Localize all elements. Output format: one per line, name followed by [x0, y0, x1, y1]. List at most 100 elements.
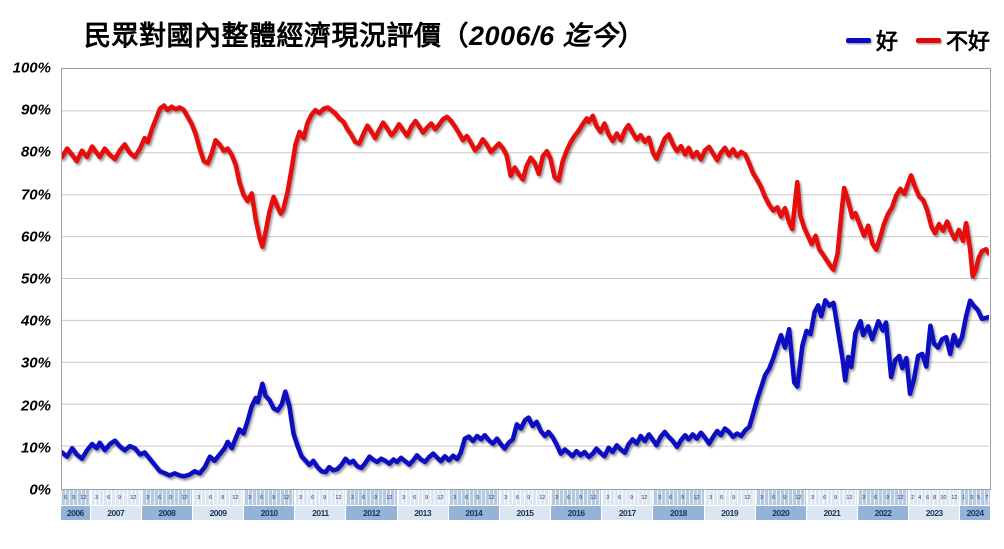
month-tick-label: 6 [413, 494, 417, 501]
month-tick-band: 3 6 9 12 [448, 490, 500, 505]
month-tick-band: 3 6 9 12 [806, 490, 858, 505]
month-tick-label: 9 [681, 494, 685, 501]
month-tick-label: 6 [515, 494, 519, 501]
month-tick-band: 3 6 9 12 [244, 490, 296, 505]
month-tick-label: 3 [350, 494, 354, 501]
month-tick-label: 9 [271, 494, 275, 501]
month-tick-label: 3 [657, 494, 661, 501]
y-tick-label: 20% [20, 397, 51, 415]
year-label: 2012 [363, 508, 380, 518]
month-tick-label: 6 [618, 494, 622, 501]
year-band: 2010 [244, 506, 296, 520]
month-tick-label: 12 [590, 494, 597, 501]
month-tick-label: 9 [629, 494, 633, 501]
month-tick-label: 3 [606, 494, 610, 501]
month-tick-band: 3 6 9 12 [397, 490, 449, 505]
month-tick-label: 6 [63, 494, 67, 501]
year-band: 2020 [755, 506, 807, 520]
month-tick-label: 9 [476, 494, 480, 501]
good-series-line [62, 298, 989, 479]
month-tick-label: 9 [322, 494, 327, 501]
year-label: 2019 [721, 508, 739, 518]
month-tick-label: 3 [94, 494, 99, 501]
month-tick-label: 3 [969, 494, 973, 501]
y-tick-label: 50% [20, 270, 51, 288]
month-tick-label: 6 [720, 494, 724, 501]
month-tick-label: 6 [669, 494, 673, 501]
y-tick-label: 40% [20, 312, 51, 330]
chart-title-close: ） [617, 21, 646, 51]
month-tick-label: 9 [885, 494, 889, 501]
y-axis: 100% 90% 80% 70% 60% 50% 40% 30% 20% 10% 0% [0, 60, 57, 499]
year-band: 2019 [704, 506, 756, 520]
month-tick-label: 9 [220, 494, 224, 501]
year-label: 2018 [669, 508, 687, 518]
month-tick-label: 12 [539, 494, 546, 501]
month-tick-band: 3 6 9 12 [499, 490, 552, 505]
month-tick-label: 9 [374, 494, 378, 501]
y-tick-label: 60% [20, 228, 51, 246]
month-tick-label: 6 [311, 494, 315, 501]
year-band: 2018 [653, 506, 705, 520]
year-label: 2020 [772, 508, 790, 518]
legend-label-good: 好 [875, 29, 898, 54]
month-tick-band: 3 6 9 12 [295, 490, 347, 505]
month-tick-label: 3 [760, 494, 764, 501]
month-tick-label: 12 [437, 494, 444, 501]
month-tick-label: 12 [846, 494, 853, 501]
y-tick-label: 90% [20, 101, 51, 119]
y-tick-label: 10% [20, 439, 51, 457]
month-tick-band: 3 6 9 12 [346, 490, 398, 505]
month-tick-label: 9 [732, 494, 736, 501]
year-label: 2015 [516, 508, 534, 518]
month-tick-label: 12 [795, 494, 802, 501]
legend-label-bad: 不好 [945, 29, 990, 54]
month-tick-label: 12 [897, 494, 904, 501]
month-tick-label: 10 [940, 494, 947, 501]
year-band: 2009 [192, 506, 245, 520]
month-tick-label: 4 [918, 494, 922, 501]
year-band: 2017 [602, 506, 654, 520]
month-tick-band: 3 6 9 12 [704, 490, 756, 505]
month-tick-label: 3 [862, 494, 866, 501]
month-tick-label: 3 [504, 494, 508, 501]
year-label: 2021 [823, 508, 841, 518]
year-band: 2012 [346, 506, 398, 520]
month-tick-label: 2 [911, 494, 915, 501]
month-tick-label: 12 [386, 494, 393, 501]
month-tick-label: 6 [771, 494, 775, 501]
chart-title-text: 民眾對國內整體經濟現況評價（ [84, 21, 469, 51]
month-tick-label: 6 [157, 494, 161, 501]
year-band: 2024 [960, 506, 991, 520]
year-label: 2022 [874, 508, 892, 518]
month-tick-label: 6 [208, 494, 213, 501]
year-band: 2013 [397, 506, 449, 520]
year-band: 2011 [295, 506, 347, 520]
month-tick-label: 9 [118, 494, 122, 501]
month-tick-band: 3 6 9 12 [192, 490, 245, 505]
month-tick-band: 3 6 9 12 [90, 490, 142, 505]
y-tick-label: 100% [12, 59, 51, 77]
year-label: 2024 [966, 508, 984, 518]
month-tick-label: 9 [169, 494, 173, 501]
year-band: 2016 [551, 506, 603, 520]
month-tick-label: 12 [130, 494, 137, 501]
month-tick-band: 2 4 6 8 10 12 [909, 490, 961, 505]
month-tick-label: 7 [984, 494, 988, 501]
x-axis: 6 9 12 3 6 9 12 3 6 9 12 3 6 9 12 3 6 9 12 3 6 9 12 3 6 9 12 3 6 9 12 3… [61, 490, 991, 520]
month-tick-label: 3 [146, 494, 150, 501]
month-tick-band: 3 6 9 12 [551, 490, 603, 505]
legend: 好 不好 [845, 24, 990, 56]
year-label: 2007 [107, 508, 125, 518]
bad-series-line [62, 103, 989, 279]
legend-item-good: 好 [845, 24, 898, 56]
month-tick-label: 6 [925, 494, 929, 501]
month-tick-band: 3 6 9 12 [653, 490, 705, 505]
month-tick-label: 6 [106, 494, 110, 501]
month-tick-label: 12 [744, 494, 751, 501]
month-tick-band: 3 6 9 12 [755, 490, 807, 505]
year-band: 2008 [141, 506, 193, 520]
year-label: 2011 [312, 508, 329, 518]
